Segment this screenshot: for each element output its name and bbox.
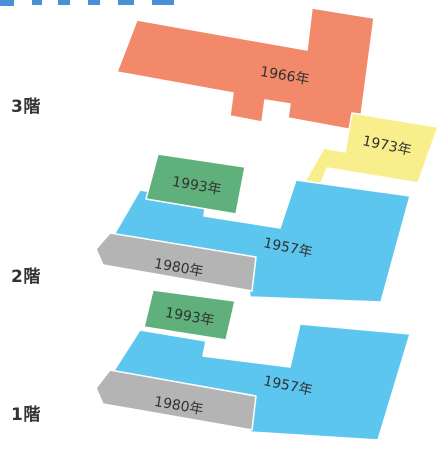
block-2f-1980	[95, 232, 257, 292]
block-2f-1993	[145, 153, 246, 215]
block-1f-1993	[143, 289, 236, 341]
floor-label-2f: 2階	[11, 267, 41, 287]
floor-label-1f: 1階	[11, 405, 41, 425]
block-1f-1980	[95, 369, 257, 431]
block-3f-1966	[116, 7, 375, 132]
floor-label-3f: 3階	[11, 97, 41, 117]
header-fragment	[0, 0, 174, 6]
